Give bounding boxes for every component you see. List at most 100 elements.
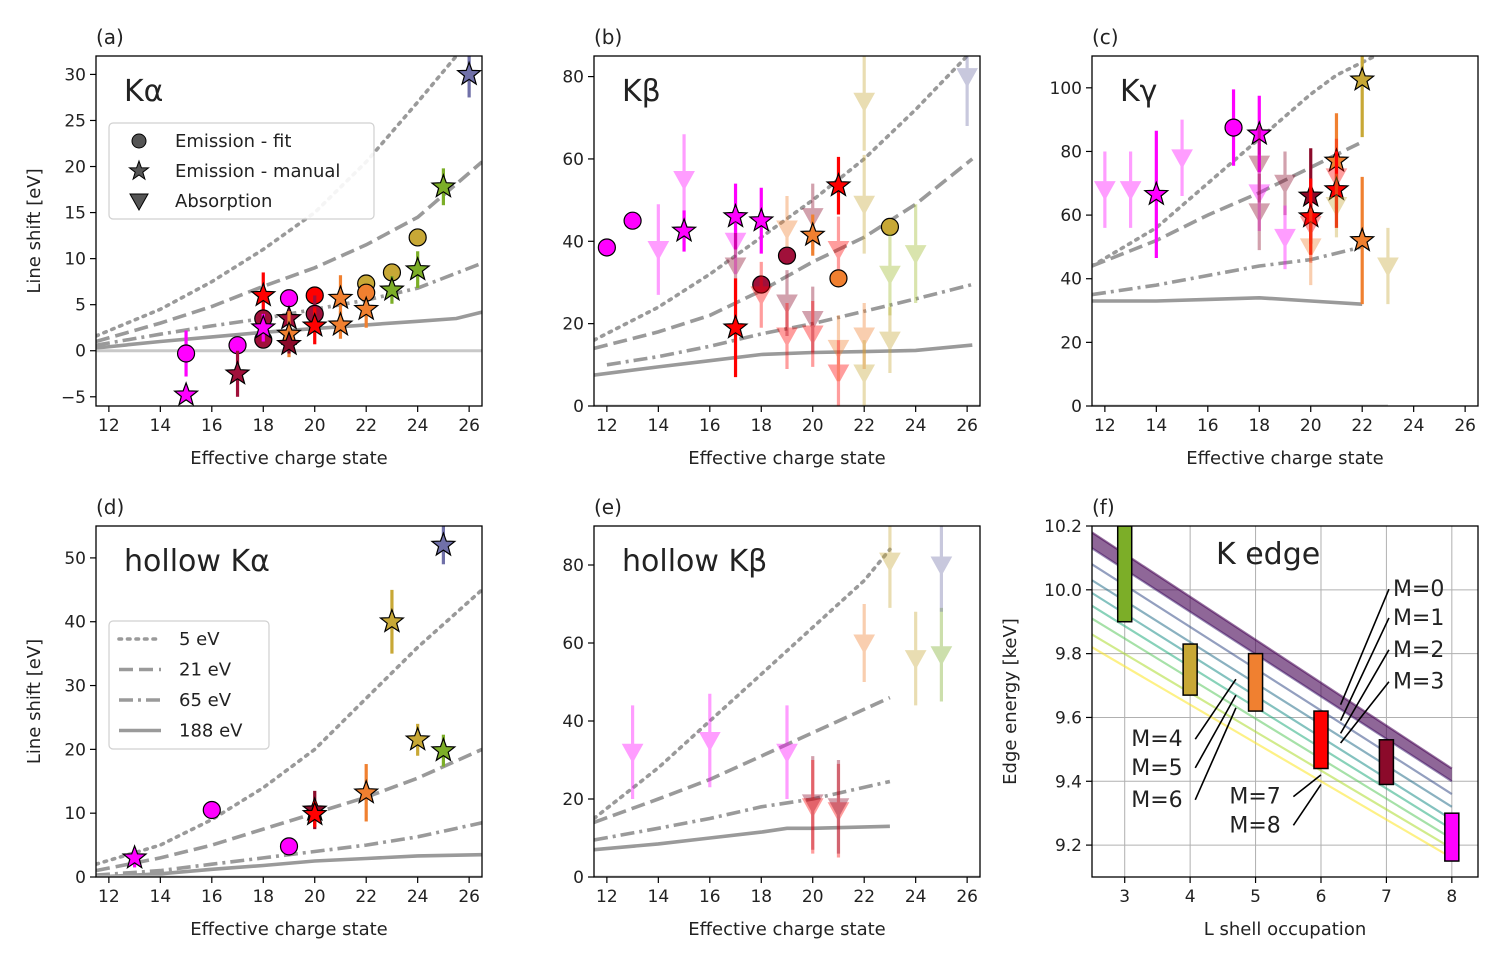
marker-triangle [801, 794, 824, 814]
y-tick-label: 80 [1060, 142, 1082, 162]
panel-label: (c) [1092, 25, 1119, 49]
data-point-tri [776, 270, 798, 336]
model-line-65-eV [594, 779, 891, 842]
data-point-star [430, 526, 457, 565]
marker-triangle [776, 220, 798, 240]
marker-star [722, 314, 749, 339]
x-tick-label: 18 [750, 416, 772, 436]
model-line-5-eV [96, 56, 459, 338]
x-tick-label: 24 [905, 887, 927, 907]
marker-star [327, 284, 354, 310]
y-tick-label: 60 [562, 150, 584, 170]
panel-title: Kβ [622, 74, 661, 109]
data-point-star [1143, 130, 1170, 259]
x-tick-label: 22 [853, 887, 875, 907]
data-point-tri [853, 604, 876, 682]
legend: 5 eV 21 eV 65 eV 188 eV [108, 620, 270, 750]
x-tick-label: 18 [252, 416, 274, 436]
marker-triangle [956, 68, 978, 88]
annotation-label: M=8 [1229, 813, 1280, 838]
panel-title: Kα [124, 74, 163, 109]
marker-triangle [724, 257, 747, 278]
marker-star [1323, 175, 1350, 201]
marker-star [378, 607, 405, 633]
data-point-tri [1248, 154, 1271, 231]
x-tick-label: 18 [750, 887, 772, 907]
marker-star [1297, 202, 1324, 228]
axes-frame [95, 525, 483, 878]
model-line-188-eV [96, 852, 482, 877]
y-tick-label: 80 [562, 556, 584, 576]
legend-label: 65 eV [179, 690, 232, 711]
panel-f: M=0 M=1 M=2 M=3 M=4 M=5 M=6 M=7 M=8 3 4 5 6 7 8 9.2 9.4 9… [1000, 495, 1479, 940]
panel-c: 12 14 16 18 20 22 24 26 0 20 40 60 80 100 Effective ch… [1050, 25, 1479, 469]
x-tick-label: 5 [1250, 887, 1261, 907]
data-point-star [722, 183, 749, 250]
x-axis-label: Effective charge state [190, 919, 388, 940]
y-tick-label: 9.4 [1055, 772, 1082, 792]
marker-circle [829, 269, 848, 288]
data-point-star [825, 156, 852, 215]
y-tick-label: 0 [75, 342, 86, 362]
model-line-5-eV [594, 56, 969, 342]
panel-label: (f) [1092, 495, 1115, 519]
data-point-star [301, 307, 328, 345]
x-tick-label: 7 [1381, 887, 1392, 907]
x-axis-label: Effective charge state [1186, 448, 1384, 469]
marker-triangle [776, 743, 798, 764]
x-tick-label: 14 [1146, 416, 1168, 436]
marker-circle [752, 275, 771, 294]
x-tick-label: 16 [201, 887, 223, 907]
marker-star [430, 736, 457, 762]
marker-triangle [904, 650, 927, 670]
marker-triangle [904, 245, 927, 265]
marker-circle [1224, 118, 1243, 137]
data-point-star [404, 251, 431, 289]
x-axis-label: L shell occupation [1204, 919, 1366, 940]
marker-triangle [827, 339, 850, 360]
x-tick-label: 26 [458, 416, 480, 436]
data-point-circle [623, 211, 642, 230]
panel-e: 12 14 16 18 20 22 24 26 0 20 40 60 80 Effective charg… [562, 495, 981, 940]
plot-area [1092, 526, 1478, 877]
legend-box [108, 122, 375, 220]
y-tick-label: 20 [562, 790, 584, 810]
data-point-star [353, 290, 380, 328]
marker-star [748, 206, 775, 232]
marker-triangle [621, 743, 644, 764]
annotation-arrow [1194, 707, 1237, 801]
data-point-tri [801, 301, 824, 367]
marker-star [301, 800, 328, 826]
model-line-65-eV [1092, 245, 1363, 297]
model-line-188-eV [594, 343, 973, 377]
marker-circle [408, 228, 427, 247]
marker-star [456, 60, 482, 86]
data-point-star [173, 381, 200, 406]
data-point-star [430, 734, 457, 767]
y-tick-label: 0 [573, 397, 584, 417]
x-tick-label: 3 [1119, 887, 1130, 907]
model-line-21-eV [594, 157, 974, 351]
plot-area [1092, 56, 1399, 406]
plot-area [96, 526, 482, 877]
marker-triangle [879, 552, 901, 573]
panel-label: (a) [96, 25, 124, 49]
y-tick-label: 10 [64, 250, 86, 270]
x-tick-label: 16 [1197, 416, 1219, 436]
x-tick-label: 20 [304, 416, 326, 436]
panel-title: hollow Kα [124, 544, 270, 579]
x-tick-label: 12 [596, 887, 618, 907]
marker-circle [279, 289, 299, 308]
marker-star [825, 171, 852, 197]
y-axis-label: Edge energy [keV] [1000, 618, 1021, 785]
plot-area [594, 56, 980, 406]
data-point-star [722, 278, 749, 378]
y-tick-label: 0 [75, 868, 86, 888]
legend-box [108, 620, 270, 750]
data-point-circle [279, 837, 299, 856]
panel-b: 12 14 16 18 20 22 24 26 0 20 40 60 80 Effective charg… [562, 25, 981, 469]
edge-bar [1444, 812, 1460, 862]
x-tick-label: 22 [1351, 416, 1373, 436]
legend-label: 188 eV [179, 721, 243, 742]
annotation-label: M=4 [1131, 727, 1182, 752]
